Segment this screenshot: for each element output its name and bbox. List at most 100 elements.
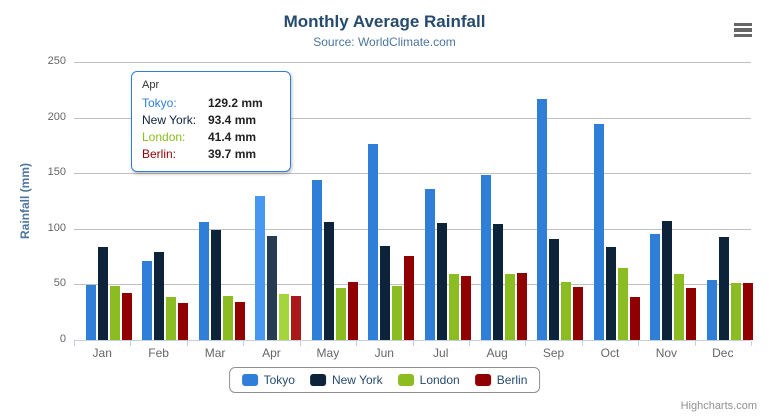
legend-label: Berlin bbox=[496, 373, 528, 387]
bar-new-york-dec[interactable] bbox=[718, 237, 729, 340]
chart-subtitle: Source: WorldClimate.com bbox=[313, 35, 456, 49]
bar-london-feb[interactable] bbox=[166, 296, 177, 340]
x-axis-tick bbox=[751, 341, 752, 346]
legend-swatch-icon bbox=[474, 374, 491, 386]
bar-group-dec bbox=[706, 237, 753, 340]
x-axis-label: Jan bbox=[92, 346, 112, 360]
x-axis-label: Sep bbox=[542, 346, 565, 360]
bar-berlin-jun[interactable] bbox=[404, 256, 415, 340]
bar-london-jan[interactable] bbox=[110, 285, 120, 340]
bar-new-york-mar[interactable] bbox=[210, 230, 221, 340]
tooltip-row: London: 41.4 mm bbox=[142, 130, 280, 144]
bar-new-york-jun[interactable] bbox=[380, 246, 391, 340]
hamburger-menu-icon bbox=[734, 33, 752, 38]
y-axis-label: 200 bbox=[47, 110, 66, 123]
bar-berlin-jul[interactable] bbox=[460, 276, 471, 340]
bar-berlin-mar[interactable] bbox=[234, 301, 245, 340]
x-axis-label: Dec bbox=[712, 346, 734, 360]
x-axis-label: May bbox=[316, 346, 340, 360]
bar-berlin-may[interactable] bbox=[347, 281, 358, 340]
gridline bbox=[74, 228, 751, 230]
bar-new-york-apr[interactable] bbox=[267, 236, 278, 340]
highcharts-credits-link[interactable]: Highcharts.com bbox=[680, 400, 757, 412]
bar-new-york-nov[interactable] bbox=[662, 221, 673, 340]
legend-swatch-icon bbox=[309, 374, 326, 386]
bar-berlin-oct[interactable] bbox=[629, 296, 640, 340]
legend-label: Tokyo bbox=[263, 373, 295, 387]
bar-london-nov[interactable] bbox=[674, 274, 685, 340]
bar-london-apr[interactable] bbox=[279, 293, 290, 340]
x-axis-label: Apr bbox=[262, 346, 281, 360]
bar-new-york-sep[interactable] bbox=[549, 238, 560, 340]
bar-tokyo-nov[interactable] bbox=[650, 233, 661, 340]
hamburger-menu-icon bbox=[734, 28, 752, 32]
bar-london-jul[interactable] bbox=[448, 274, 459, 340]
bar-tokyo-dec[interactable] bbox=[706, 279, 717, 340]
bar-new-york-jul[interactable] bbox=[436, 223, 447, 340]
bar-berlin-sep[interactable] bbox=[573, 287, 584, 340]
bar-berlin-apr[interactable] bbox=[291, 295, 302, 340]
bar-london-may[interactable] bbox=[335, 287, 346, 340]
bar-group-aug bbox=[480, 174, 527, 340]
bar-london-mar[interactable] bbox=[222, 296, 233, 340]
bar-group-sep bbox=[537, 99, 584, 340]
bar-new-york-jan[interactable] bbox=[98, 247, 108, 340]
bar-london-dec[interactable] bbox=[730, 283, 741, 340]
plot-area bbox=[74, 62, 753, 341]
bar-group-oct bbox=[593, 124, 640, 340]
y-axis-label: 100 bbox=[47, 221, 66, 234]
bar-tokyo-jun[interactable] bbox=[368, 144, 379, 340]
bar-london-jun[interactable] bbox=[392, 286, 403, 340]
y-axis-label: 0 bbox=[59, 333, 66, 345]
bar-tokyo-jul[interactable] bbox=[424, 189, 435, 340]
tooltip-series-value: 129.2 mm bbox=[208, 96, 263, 110]
legend-swatch-icon bbox=[397, 374, 414, 386]
export-context-menu-button[interactable] bbox=[731, 19, 755, 41]
bar-tokyo-jan[interactable] bbox=[86, 284, 96, 340]
legend-item-london[interactable]: London bbox=[397, 373, 460, 387]
bar-tokyo-aug[interactable] bbox=[480, 174, 491, 340]
x-axis-label: Jun bbox=[374, 346, 394, 360]
bar-new-york-oct[interactable] bbox=[605, 247, 616, 340]
legend-item-new-york[interactable]: New York bbox=[309, 373, 383, 387]
bar-tokyo-feb[interactable] bbox=[142, 260, 153, 340]
bar-group-apr bbox=[255, 196, 302, 340]
x-axis-label: Oct bbox=[600, 346, 620, 360]
bar-berlin-dec[interactable] bbox=[742, 283, 753, 340]
x-axis-label: Aug bbox=[486, 346, 508, 360]
bar-group-may bbox=[311, 179, 358, 340]
bar-tokyo-apr[interactable] bbox=[255, 196, 266, 340]
bar-group-jun bbox=[368, 144, 415, 340]
bar-tokyo-mar[interactable] bbox=[198, 221, 209, 340]
bar-new-york-aug[interactable] bbox=[492, 224, 503, 340]
bar-berlin-feb[interactable] bbox=[178, 303, 189, 340]
bar-tokyo-may[interactable] bbox=[311, 179, 322, 340]
tooltip-series-name: London: bbox=[142, 130, 186, 144]
legend-label: New York bbox=[331, 373, 383, 387]
bar-london-aug[interactable] bbox=[504, 273, 515, 340]
gridline bbox=[74, 117, 751, 119]
tooltip-series-value: 41.4 mm bbox=[208, 130, 257, 144]
bar-berlin-nov[interactable] bbox=[686, 287, 697, 340]
legend-swatch-icon bbox=[241, 374, 258, 386]
bar-new-york-feb[interactable] bbox=[154, 252, 165, 340]
hamburger-menu-icon bbox=[734, 22, 752, 27]
bar-tokyo-oct[interactable] bbox=[593, 124, 604, 340]
y-axis-label: 250 bbox=[47, 55, 66, 67]
bar-group-nov bbox=[650, 221, 697, 340]
bar-london-oct[interactable] bbox=[617, 267, 628, 340]
legend-item-tokyo[interactable]: Tokyo bbox=[241, 373, 295, 387]
legend-item-berlin[interactable]: Berlin bbox=[474, 373, 528, 387]
bar-new-york-may[interactable] bbox=[323, 222, 334, 340]
bar-berlin-aug[interactable] bbox=[516, 272, 527, 340]
tooltip-series-value: 39.7 mm bbox=[208, 147, 257, 161]
tooltip-header: Apr bbox=[142, 79, 160, 91]
bar-london-sep[interactable] bbox=[561, 281, 572, 340]
bar-group-jan bbox=[86, 247, 132, 340]
tooltip-row: Tokyo: 129.2 mm bbox=[142, 96, 280, 110]
bar-tokyo-sep[interactable] bbox=[537, 99, 548, 340]
bar-berlin-jan[interactable] bbox=[122, 292, 132, 340]
x-axis-label: Feb bbox=[148, 346, 169, 360]
gridline bbox=[74, 173, 751, 175]
